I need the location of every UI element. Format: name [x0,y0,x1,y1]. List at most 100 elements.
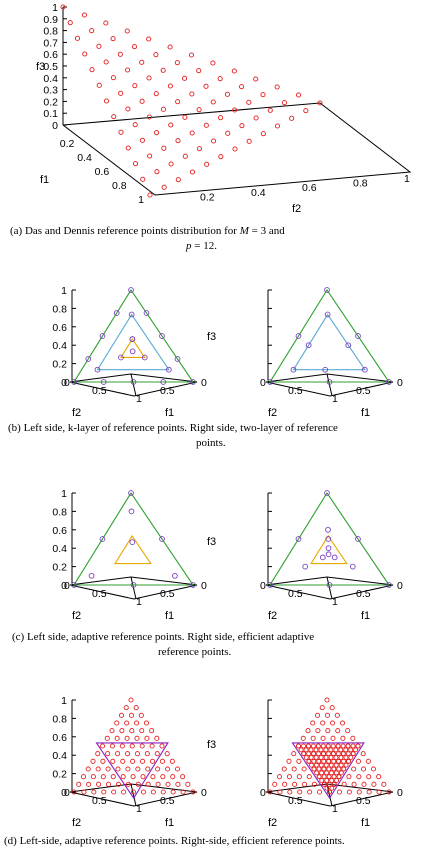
reference-point [267,582,273,588]
f3-tick-label: 0.2 [52,359,67,371]
reference-point [118,354,124,361]
reference-point [349,563,356,570]
data-point [154,169,160,175]
reference-point [386,379,392,385]
reference-point [128,490,134,496]
reference-point [130,789,137,795]
reference-point [143,310,150,316]
reference-point [316,766,322,772]
reference-point [143,720,150,726]
axis-label-f3: f3 [207,536,216,548]
f3-tick-label: 0.9 [43,14,58,26]
reference-triangle [114,534,152,565]
ternary-panel: 10.80.60.40.200 00.510.5f2 f1 [52,285,207,419]
bottom-tick: 0.5 [356,588,371,600]
data-point [103,59,109,65]
data-point [175,138,181,144]
reference-point [325,545,332,552]
reference-point [100,774,106,780]
reference-point [323,762,329,768]
f3-tick-label: 1 [52,2,58,14]
reference-point [150,774,156,780]
panel-b: 10.80.60.40.200 00.510.5f2 f10 00.510.5f2 f1… [52,285,403,419]
reference-point [149,728,155,734]
reference-point [105,781,112,787]
bottom-tick: 1 [332,596,338,608]
reference-point [128,697,134,703]
reference-point [339,720,346,726]
reference-point [330,751,336,757]
reference-point [144,751,150,757]
f3-tick-label: 1 [61,285,67,297]
reference-point [90,758,96,764]
f3-tick-label: 0.6 [52,525,67,537]
reference-point [155,766,161,772]
reference-point [170,789,176,795]
reference-point [386,582,392,588]
reference-point [160,774,166,780]
reference-point [149,758,156,764]
reference-point [307,789,313,795]
reference-point [355,536,361,542]
data-point [81,12,87,18]
reference-point [333,770,339,776]
panel-c: 10.80.60.40.200 00.510.5f2 f10 00.510.5f2 f1… [52,488,403,622]
reference-point [141,354,148,361]
corner-zero-left: 0 [260,580,266,592]
f3-tick-label: 0.6 [52,322,67,334]
axis-label-f2: f2 [268,817,277,829]
corner-zero-right: 0 [397,787,403,799]
data-point [167,83,173,89]
data-point [281,100,287,106]
data-point [82,51,88,57]
reference-point [324,770,329,776]
reference-point [350,743,356,749]
corner-zero-left: 0 [260,377,266,389]
reference-point [335,751,341,757]
reference-point [346,789,352,795]
data-point [147,192,153,198]
data-point [211,138,217,144]
reference-point [303,755,309,760]
reference-point [333,755,339,760]
reference-point [128,712,134,718]
ternary-panel: 10.80.60.40.200 00.510.5f2 f1 [52,488,207,622]
reference-point [290,366,297,373]
f3-tick-label: 0.4 [52,340,67,352]
reference-point [120,774,126,780]
reference-point [115,751,121,757]
axis-label-f2: f2 [72,817,81,829]
reference-point [71,379,77,385]
reference-point [330,735,336,741]
data-point [154,130,160,136]
reference-point [96,781,102,787]
reference-point [353,747,359,753]
bottom-tick: 0.5 [92,588,107,600]
reference-point [99,333,106,339]
reference-point [338,755,344,760]
data-point [317,100,323,106]
corner-zero-left: 0 [64,580,70,592]
reference-point [120,758,126,764]
bottom-tick: 0.5 [160,588,175,600]
reference-triangle [96,313,170,371]
reference-point [128,311,135,318]
reference-point [326,758,332,764]
data-point [232,107,238,113]
reference-triangle [269,491,391,586]
data-point [146,114,152,120]
reference-point [281,766,287,772]
reference-point [336,789,342,795]
reference-point [324,697,330,703]
data-point [153,91,159,97]
data-point [188,52,195,58]
ternary-panel: 0 0 0.5 1 0.5 f2 f1 [260,697,403,829]
reference-point [320,735,326,741]
data-point [246,138,252,144]
f3-tick-label: 0.3 [43,85,58,97]
reference-point [327,789,332,795]
reference-point [324,778,330,783]
reference-point [110,758,116,764]
panel-a-points [60,4,323,198]
reference-point [303,747,309,753]
